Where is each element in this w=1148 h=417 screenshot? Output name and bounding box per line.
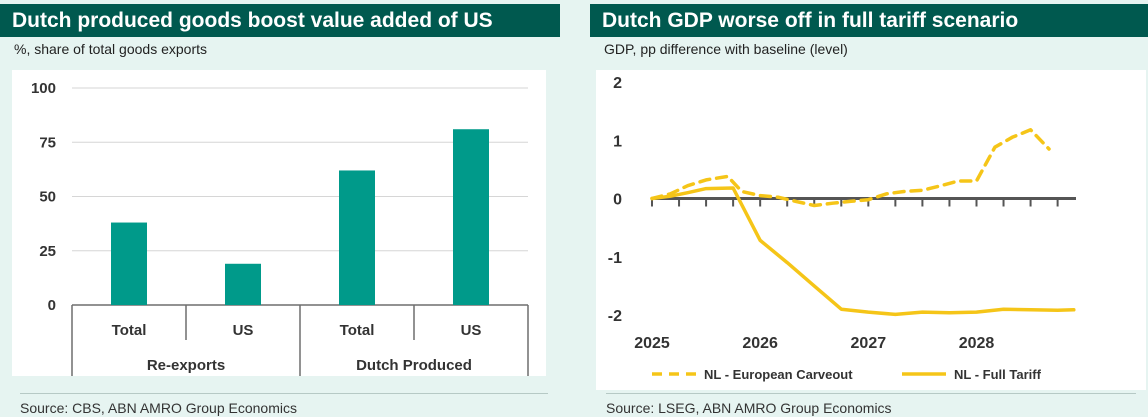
series-line xyxy=(650,128,1051,208)
x-tick-label: 2026 xyxy=(742,335,778,352)
category-label: Total xyxy=(112,322,147,339)
x-tick-label: 2025 xyxy=(634,335,670,352)
source-note: Source: CBS, ABN AMRO Group Economics xyxy=(20,393,548,416)
chart-title: Dutch GDP worse off in full tariff scena… xyxy=(590,4,1148,37)
group-label: Re-exports xyxy=(147,357,225,374)
plot-area xyxy=(596,70,1146,390)
bar xyxy=(339,170,375,305)
chart-title: Dutch produced goods boost value added o… xyxy=(0,4,560,37)
y-tick-label: -1 xyxy=(608,250,622,267)
x-tick-label: 2028 xyxy=(959,335,995,352)
category-label: US xyxy=(461,322,482,339)
legend-label: NL - Full Tariff xyxy=(954,367,1042,382)
bar-chart: 0 25 50 75 100 Total US Total US Re-exports Dutch … xyxy=(31,80,529,376)
y-tick-label: 25 xyxy=(39,243,56,260)
line-chart: 2 1 0 -1 -2 2025 2026 2027 2028 NL - European Car… xyxy=(608,75,1076,382)
chart-subtitle: GDP, pp difference with baseline (level) xyxy=(604,41,848,57)
category-label: Total xyxy=(340,322,375,339)
left-chart-panel: Dutch produced goods boost value added o… xyxy=(0,0,560,417)
right-chart-panel: Dutch GDP worse off in full tariff scena… xyxy=(590,0,1148,417)
legend-label: NL - European Carveout xyxy=(704,367,853,382)
y-tick-label: 50 xyxy=(39,189,56,206)
bar xyxy=(453,129,489,305)
y-tick-label: 100 xyxy=(31,80,56,97)
y-tick-label: 1 xyxy=(613,133,622,150)
series-line xyxy=(650,186,1076,317)
source-note: Source: LSEG, ABN AMRO Group Economics xyxy=(606,393,1136,416)
y-tick-label: 0 xyxy=(613,192,622,209)
y-tick-label: 2 xyxy=(613,75,622,92)
group-label: Dutch Produced xyxy=(356,357,472,374)
chart-subtitle: %, share of total goods exports xyxy=(14,41,207,57)
bar xyxy=(225,263,261,305)
bar xyxy=(111,222,147,305)
y-tick-label: -2 xyxy=(608,308,622,325)
y-tick-label: 0 xyxy=(48,297,56,314)
category-label: US xyxy=(233,322,254,339)
x-tick-label: 2027 xyxy=(851,335,887,352)
y-tick-label: 75 xyxy=(39,134,56,151)
